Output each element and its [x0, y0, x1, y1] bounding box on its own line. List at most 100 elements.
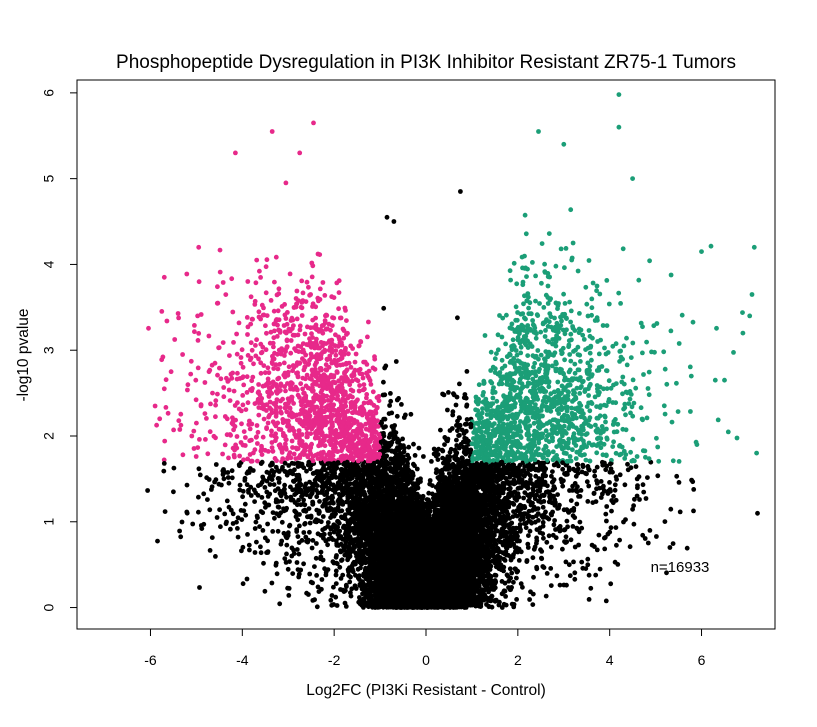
data-point [382, 416, 388, 422]
data-point [630, 506, 635, 512]
data-point [381, 379, 386, 385]
data-point [331, 584, 336, 590]
data-point [256, 314, 262, 320]
data-point [538, 329, 544, 335]
data-point [533, 298, 538, 304]
data-point [546, 533, 552, 539]
data-point [688, 373, 694, 379]
data-point [201, 491, 207, 497]
data-point [655, 444, 661, 450]
data-point [300, 290, 306, 296]
data-point [610, 444, 616, 449]
data-point [620, 374, 626, 380]
data-point [295, 534, 301, 539]
data-point [252, 526, 258, 531]
data-point [526, 305, 531, 311]
data-point [291, 323, 296, 328]
data-point [734, 435, 740, 441]
data-point [243, 512, 249, 518]
data-point [301, 561, 306, 567]
data-point [336, 290, 342, 295]
data-point [244, 374, 250, 380]
data-point [244, 576, 250, 582]
data-point [217, 269, 223, 275]
data-point [240, 581, 246, 587]
data-point [242, 501, 248, 507]
data-point [213, 402, 219, 408]
data-point [688, 409, 693, 414]
data-point [261, 560, 266, 566]
data-point [317, 499, 322, 504]
data-point [646, 369, 652, 375]
data-point [247, 547, 252, 553]
data-point [239, 421, 244, 427]
data-point [708, 243, 714, 249]
data-point [285, 566, 291, 572]
data-point [240, 364, 246, 370]
data-point [333, 352, 339, 358]
data-point [664, 381, 670, 387]
data-point [283, 316, 289, 321]
data-point [388, 391, 393, 396]
data-point [654, 435, 659, 441]
data-point [275, 476, 281, 481]
data-point [562, 301, 568, 306]
data-point [192, 323, 197, 328]
data-point [265, 376, 271, 382]
data-point [325, 520, 331, 525]
data-point [476, 382, 482, 388]
points-layer [145, 92, 760, 610]
data-point [575, 268, 581, 274]
data-point [209, 535, 215, 540]
data-point [258, 360, 264, 366]
data-point [613, 341, 619, 347]
data-point [388, 398, 394, 404]
data-point [603, 511, 609, 517]
data-point [530, 602, 536, 607]
data-point [245, 400, 251, 406]
data-point [240, 402, 246, 408]
data-point [573, 456, 579, 461]
data-point [600, 323, 606, 328]
data-point [429, 459, 434, 464]
data-point [500, 315, 506, 321]
data-point [604, 504, 610, 509]
data-point [239, 347, 245, 353]
data-point [297, 323, 303, 329]
data-point [533, 335, 539, 341]
data-point [191, 428, 197, 434]
data-point [277, 361, 283, 367]
data-point [570, 513, 576, 519]
data-point [563, 534, 569, 540]
data-point [523, 231, 529, 237]
data-point [491, 458, 496, 463]
data-point [289, 438, 295, 444]
data-point [547, 311, 553, 316]
data-point [669, 419, 675, 425]
data-point [196, 466, 202, 472]
data-point [368, 382, 374, 387]
data-point [412, 453, 418, 458]
data-point [309, 274, 315, 280]
data-point [207, 507, 213, 513]
data-point [185, 382, 191, 388]
data-point [645, 386, 651, 391]
data-point [221, 476, 227, 482]
data-point [621, 343, 627, 349]
data-point [251, 361, 256, 367]
data-point [231, 340, 236, 345]
data-point [361, 382, 367, 387]
data-point [622, 482, 628, 488]
data-point [213, 554, 218, 559]
data-point [269, 580, 275, 586]
data-point [574, 462, 580, 467]
data-point [527, 528, 533, 534]
data-point [171, 427, 177, 433]
data-point [314, 507, 320, 513]
data-point [530, 591, 536, 597]
data-point [218, 376, 224, 382]
data-point [656, 458, 662, 464]
data-point [570, 240, 576, 246]
data-point [175, 311, 181, 316]
data-point [333, 568, 339, 574]
